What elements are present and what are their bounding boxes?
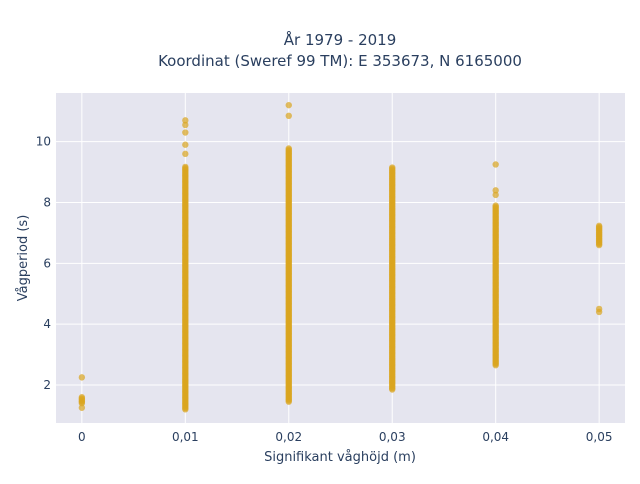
- data-point: [492, 161, 499, 168]
- x-tick-label: 0,05: [586, 430, 613, 444]
- data-point: [595, 222, 603, 230]
- x-tick-label: 0,02: [275, 430, 302, 444]
- y-tick-label: 2: [43, 378, 51, 392]
- data-point: [285, 145, 292, 152]
- x-axis-title: Signifikant våghöjd (m): [264, 450, 416, 465]
- data-point: [285, 101, 292, 109]
- data-points: [78, 101, 603, 413]
- data-point: [182, 121, 189, 129]
- y-tick-label: 8: [43, 195, 51, 209]
- data-point: [389, 164, 396, 171]
- x-tick-label: 0,04: [482, 430, 509, 444]
- data-point: [285, 112, 292, 120]
- x-tick-label: 0,03: [379, 430, 406, 444]
- chart-title-line-1: År 1979 - 2019: [284, 30, 397, 49]
- data-point: [492, 187, 499, 194]
- x-tick-label: 0,01: [172, 430, 199, 444]
- data-point: [182, 117, 189, 124]
- x-axis-ticks: 0 0,01 0,02 0,03 0,04 0,05: [78, 430, 612, 444]
- data-point: [182, 141, 189, 148]
- y-tick-label: 6: [43, 256, 51, 270]
- data-point: [182, 150, 189, 158]
- data-point: [595, 305, 603, 313]
- data-point: [78, 374, 86, 381]
- data-point: [78, 394, 86, 401]
- y-axis-title: Vågperiod (s): [16, 215, 31, 302]
- y-tick-label: 4: [43, 317, 51, 331]
- chart-title-line-2: Koordinat (Sweref 99 TM): E 353673, N 61…: [158, 52, 522, 70]
- data-point: [78, 404, 86, 411]
- data-point: [492, 191, 499, 199]
- y-axis-ticks: 2 4 6 8 10: [36, 135, 51, 392]
- data-point: [182, 163, 189, 171]
- data-point: [492, 202, 499, 209]
- data-point: [182, 129, 189, 136]
- x-tick-label: 0: [78, 430, 86, 444]
- plot-area: [56, 93, 625, 423]
- y-tick-label: 10: [36, 135, 51, 149]
